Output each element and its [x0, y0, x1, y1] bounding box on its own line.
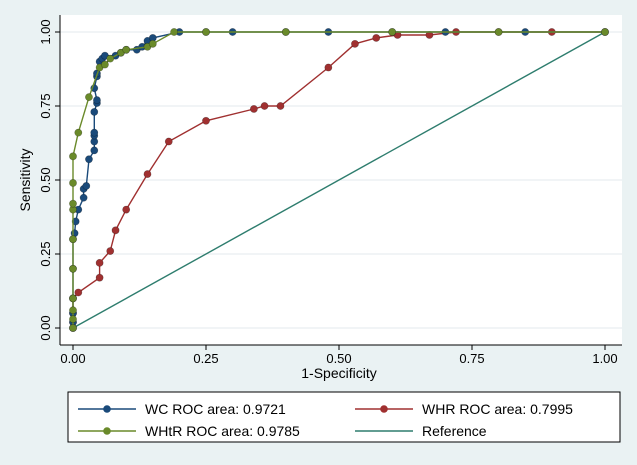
point-wc [90, 146, 99, 155]
point-whr [106, 247, 115, 255]
legend-marker-whr [380, 405, 388, 413]
legend-label-reference: Reference [422, 423, 487, 439]
x-tick-label: 0.00 [60, 351, 85, 366]
legend-marker-whtr [103, 427, 111, 435]
point-wc [90, 128, 99, 137]
point-wc [90, 108, 99, 116]
point-wc [93, 96, 101, 104]
x-tick-label: 0.50 [326, 351, 351, 366]
point-wc [85, 155, 93, 164]
point-whtr [601, 28, 609, 36]
y-tick-label: 0.00 [38, 315, 53, 340]
point-whtr [69, 264, 77, 273]
legend-marker-wc [103, 405, 111, 413]
point-whr [143, 170, 152, 178]
y-tick-label: 0.25 [38, 241, 53, 266]
point-whtr [85, 93, 93, 102]
point-whr [74, 288, 83, 297]
point-whtr [106, 54, 115, 63]
point-whr [372, 34, 381, 42]
point-whtr [388, 28, 397, 36]
point-whr [249, 105, 258, 113]
point-whtr [170, 28, 178, 36]
y-axis-title: Sensitivity [17, 148, 33, 211]
axes: 0.00 0.25 0.50 0.75 1.00 0.00 0.25 0.50 0.75 1.00 [38, 15, 622, 366]
point-wc [71, 217, 80, 226]
series-line-reference [72, 31, 606, 329]
y-tick-label: 0.75 [38, 93, 53, 118]
point-whtr [69, 235, 77, 244]
point-whtr [69, 324, 77, 332]
point-whtr [101, 60, 109, 69]
point-whtr [122, 45, 131, 54]
x-axis-title: 1-Specificity [301, 365, 376, 381]
point-whtr [281, 28, 290, 36]
point-whr [164, 137, 173, 146]
legend-label-whtr: WHtR ROC area: 0.9785 [145, 423, 300, 439]
point-whtr [69, 179, 77, 187]
x-tick-label: 0.75 [459, 351, 484, 366]
point-whr [95, 273, 104, 282]
point-whtr [69, 199, 77, 208]
point-whtr [69, 152, 77, 161]
y-tick-label: 0.50 [38, 167, 53, 192]
point-wc [82, 182, 91, 190]
legend-label-wc: WC ROC area: 0.9721 [145, 401, 286, 417]
series-layer [69, 28, 609, 332]
point-whtr [202, 28, 210, 36]
point-whr [202, 116, 210, 125]
point-whtr [69, 294, 77, 303]
legend: WC ROC area: 0.9721 WHR ROC area: 0.7995 W… [78, 401, 573, 439]
point-whtr [494, 28, 503, 36]
point-whr [351, 39, 359, 48]
x-tick-label: 0.25 [193, 351, 218, 366]
y-tick-label: 1.00 [38, 19, 53, 44]
point-whr [122, 205, 131, 214]
point-whr [276, 102, 285, 110]
point-wc [79, 193, 88, 202]
point-whr [95, 258, 104, 267]
point-whtr [74, 128, 83, 137]
x-tick-label: 1.00 [592, 351, 617, 366]
point-whtr [69, 306, 77, 315]
legend-label-whr: WHR ROC area: 0.7995 [422, 401, 573, 417]
point-whtr [69, 315, 77, 324]
legend-box [67, 391, 621, 443]
point-whr [324, 63, 333, 72]
point-whr [260, 102, 269, 110]
point-whtr [148, 39, 157, 48]
point-whr [111, 226, 120, 235]
